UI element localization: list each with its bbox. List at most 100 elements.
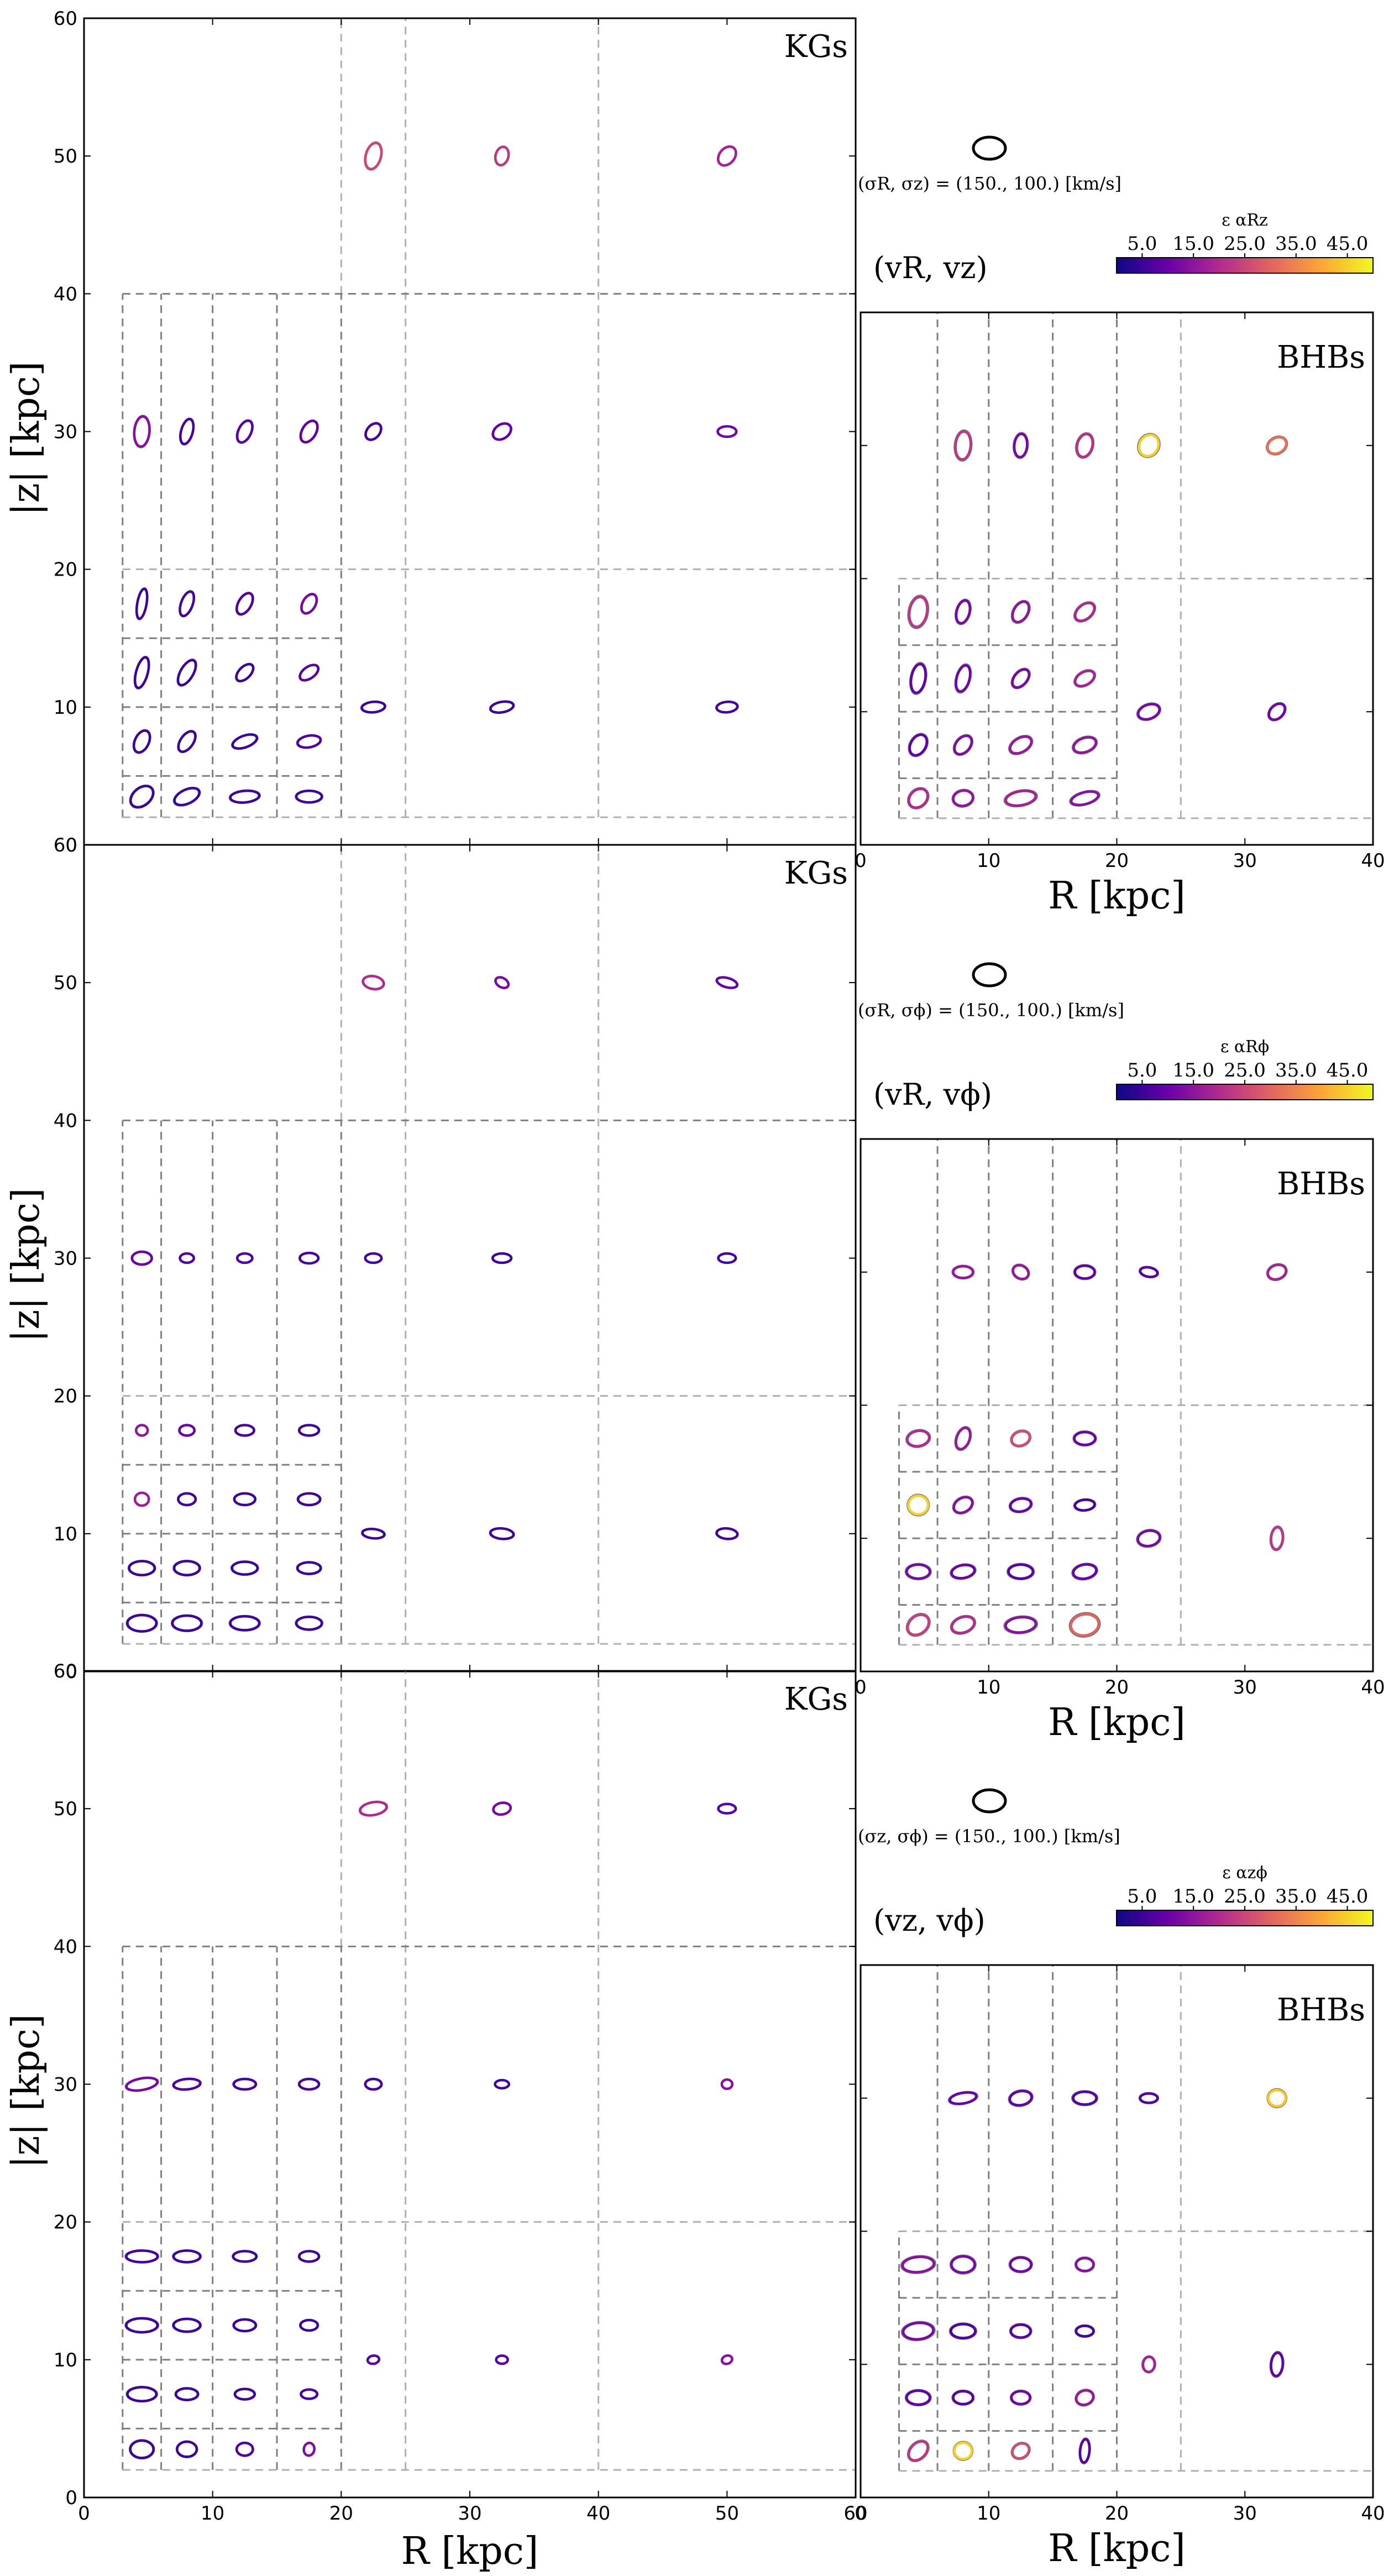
kgs-ellipse — [235, 663, 255, 683]
bhbs-ellipse — [1009, 735, 1033, 755]
bhbs-ellipse — [1074, 602, 1096, 622]
kgs-ellipse — [715, 1527, 739, 1540]
bhbs-x-tick-label: 40 — [1361, 850, 1385, 872]
kgs-bin-marker — [715, 701, 739, 714]
kgs-bin-marker — [298, 2318, 319, 2332]
colorbar-tick-label: 15.0 — [1172, 1059, 1214, 1081]
bhbs-bin-marker — [909, 662, 927, 696]
kgs-ellipse — [295, 790, 323, 804]
bhbs-bin-marker — [1073, 601, 1097, 623]
kgs-ellipse — [491, 1252, 513, 1265]
bhbs-bin-marker — [951, 1265, 975, 1280]
bhbs-x-tick-label: 30 — [1233, 1676, 1257, 1699]
bhbs-ellipse — [1070, 790, 1100, 807]
bhbs-bin-marker — [1073, 1498, 1097, 1512]
bhbs-ellipse — [952, 2390, 974, 2406]
bhbs-ellipse — [1009, 2256, 1033, 2273]
kgs-x-tick-label: 60 — [843, 2502, 867, 2525]
kgs-bin-marker — [172, 2317, 202, 2333]
kgs-ellipse — [172, 2249, 202, 2264]
kgs-ellipse — [230, 1560, 259, 1576]
kgs-ellipse — [125, 2076, 159, 2092]
kgs-bin-marker — [124, 2076, 159, 2092]
colorbar-tick-label: 25.0 — [1224, 233, 1266, 255]
bhbs-bin-marker — [1008, 2089, 1034, 2107]
kgs-y-tick-label: 40 — [54, 1110, 77, 1132]
kgs-bin-marker — [716, 425, 738, 438]
bhbs-bin-marker — [1003, 789, 1038, 808]
kgs-bin-marker — [231, 733, 259, 750]
bhbs-ellipse — [1009, 2323, 1032, 2339]
bhbs-ellipse — [1267, 702, 1286, 721]
kgs-ellipse — [296, 1561, 322, 1575]
bhbs-ellipse — [1073, 670, 1096, 688]
bhbs-x-tick-label: 0 — [855, 850, 867, 872]
kgs-y-tick-label: 40 — [54, 1936, 77, 1958]
kgs-bin-marker — [489, 1527, 515, 1540]
kgs-ellipse — [129, 2439, 155, 2459]
bhbs-bin-marker — [1072, 1430, 1097, 1447]
x-axis-label: R [kpc] — [1048, 1701, 1186, 1744]
colorbar — [1116, 1910, 1374, 1926]
kgs-ellipse — [174, 2387, 200, 2401]
bhbs-bin-marker — [1010, 1429, 1032, 1448]
bhbs-x-tick-label: 10 — [977, 2502, 1000, 2525]
kgs-y-tick-label: 0 — [65, 2487, 77, 2509]
kgs-bin-marker — [228, 1614, 261, 1632]
kgs-bin-marker — [494, 976, 510, 990]
bhbs-ellipse — [1073, 1430, 1097, 1446]
bhbs-x-tick-label: 30 — [1233, 850, 1257, 872]
reference-ellipse — [972, 135, 1007, 161]
bhbs-bin-marker — [1068, 1612, 1101, 1638]
bhbs-ellipse — [1007, 1563, 1034, 1580]
y-axis-label: |z| [kpc] — [4, 361, 48, 515]
kgs-ellipse — [296, 734, 322, 749]
kgs-x-tick-label: 40 — [586, 2502, 610, 2525]
bhbs-ellipse — [907, 1495, 930, 1516]
bhbs-bin-marker — [1010, 667, 1031, 689]
kgs-ellipse — [125, 2249, 159, 2264]
kgs-bin-marker — [717, 1252, 737, 1265]
bhbs-bin-marker — [1008, 2255, 1033, 2274]
bhbs-x-tick-label: 20 — [1105, 850, 1129, 872]
kgs-y-tick-label: 50 — [54, 1798, 77, 1820]
kgs-bin-marker — [133, 655, 150, 690]
kgs-ellipse — [720, 2354, 733, 2365]
bhbs-ellipse — [955, 599, 972, 625]
kgs-ellipse — [177, 1492, 197, 1507]
bhbs-panel: 0 10 20 30 40 BHBs R [kpc] — [855, 311, 1385, 918]
kgs-bin-marker — [230, 1560, 259, 1576]
kgs-bin-marker — [172, 2077, 202, 2091]
kgs-bin-marker — [297, 1424, 321, 1437]
kgs-bin-marker — [295, 789, 324, 804]
bhbs-x-tick-label: 40 — [1361, 2502, 1385, 2525]
kgs-ellipse — [235, 419, 254, 444]
bhbs-bin-marker — [1008, 734, 1034, 755]
kgs-bin-marker — [298, 1251, 320, 1265]
bhbs-bin-marker — [905, 1429, 931, 1448]
kgs-ellipse — [715, 701, 739, 714]
bhbs-bin-marker — [906, 2439, 930, 2463]
kgs-panel-label: KGs — [784, 855, 848, 891]
kgs-bin-marker — [134, 1424, 149, 1437]
bhbs-ellipse — [955, 1427, 972, 1451]
bhbs-bin-marker — [1266, 2088, 1287, 2108]
kgs-ellipse — [133, 1491, 150, 1507]
kgs-ellipse — [173, 787, 201, 807]
kgs-bin-marker — [174, 2387, 200, 2401]
reference-scale-text: (σz, σϕ) = (150., 100.) [km/s] — [858, 1826, 1120, 1847]
bhbs-ellipse — [953, 2441, 973, 2460]
kgs-bin-marker — [135, 587, 149, 620]
kgs-ellipse — [233, 2387, 256, 2401]
bhbs-bin-marker — [954, 598, 972, 625]
kgs-y-tick-label: 40 — [54, 283, 77, 305]
kgs-ellipse — [135, 587, 149, 620]
kgs-ellipse — [299, 2318, 319, 2332]
bhbs-ellipse — [948, 2091, 978, 2105]
bhbs-bin-marker — [1009, 2323, 1033, 2339]
legend-area: (vz, vϕ) (σz, σϕ) = (150., 100.) [km/s] 5.… — [858, 1788, 1374, 1938]
x-axis-label: R [kpc] — [1048, 874, 1186, 918]
kgs-ellipse — [717, 1802, 737, 1815]
kgs-ellipse — [232, 2077, 258, 2091]
bhbs-bin-marker — [1138, 2092, 1160, 2104]
